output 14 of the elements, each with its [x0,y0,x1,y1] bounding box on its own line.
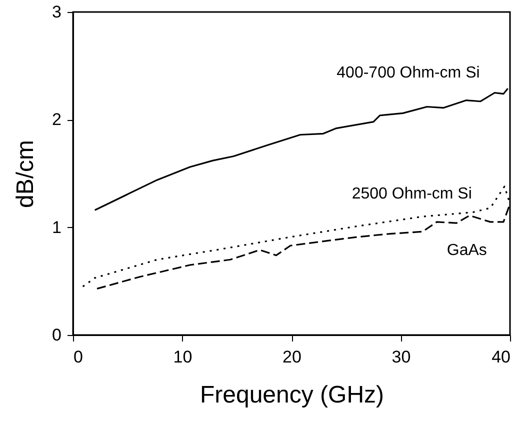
y-tick-label: 0 [52,326,62,344]
x-tick-label: 0 [74,348,83,366]
y-tick-label: 2 [52,110,62,130]
y-tick-label: 1 [52,218,62,237]
x-tick-label: 20 [282,348,302,366]
y-axis-title: dB/cm [12,140,40,208]
x-tick-label: 10 [173,348,192,366]
x-axis-title: Frequency (GHz) [200,382,384,408]
x-tick-label: 40 [492,348,510,366]
series-label: GaAs [446,242,487,259]
series-label: 2500 Ohm-cm Si [352,185,472,202]
series-label: 400-700 Ohm-cm Si [336,64,480,82]
y-tick-label: 3 [52,2,62,22]
x-tick-label: 30 [392,348,411,366]
